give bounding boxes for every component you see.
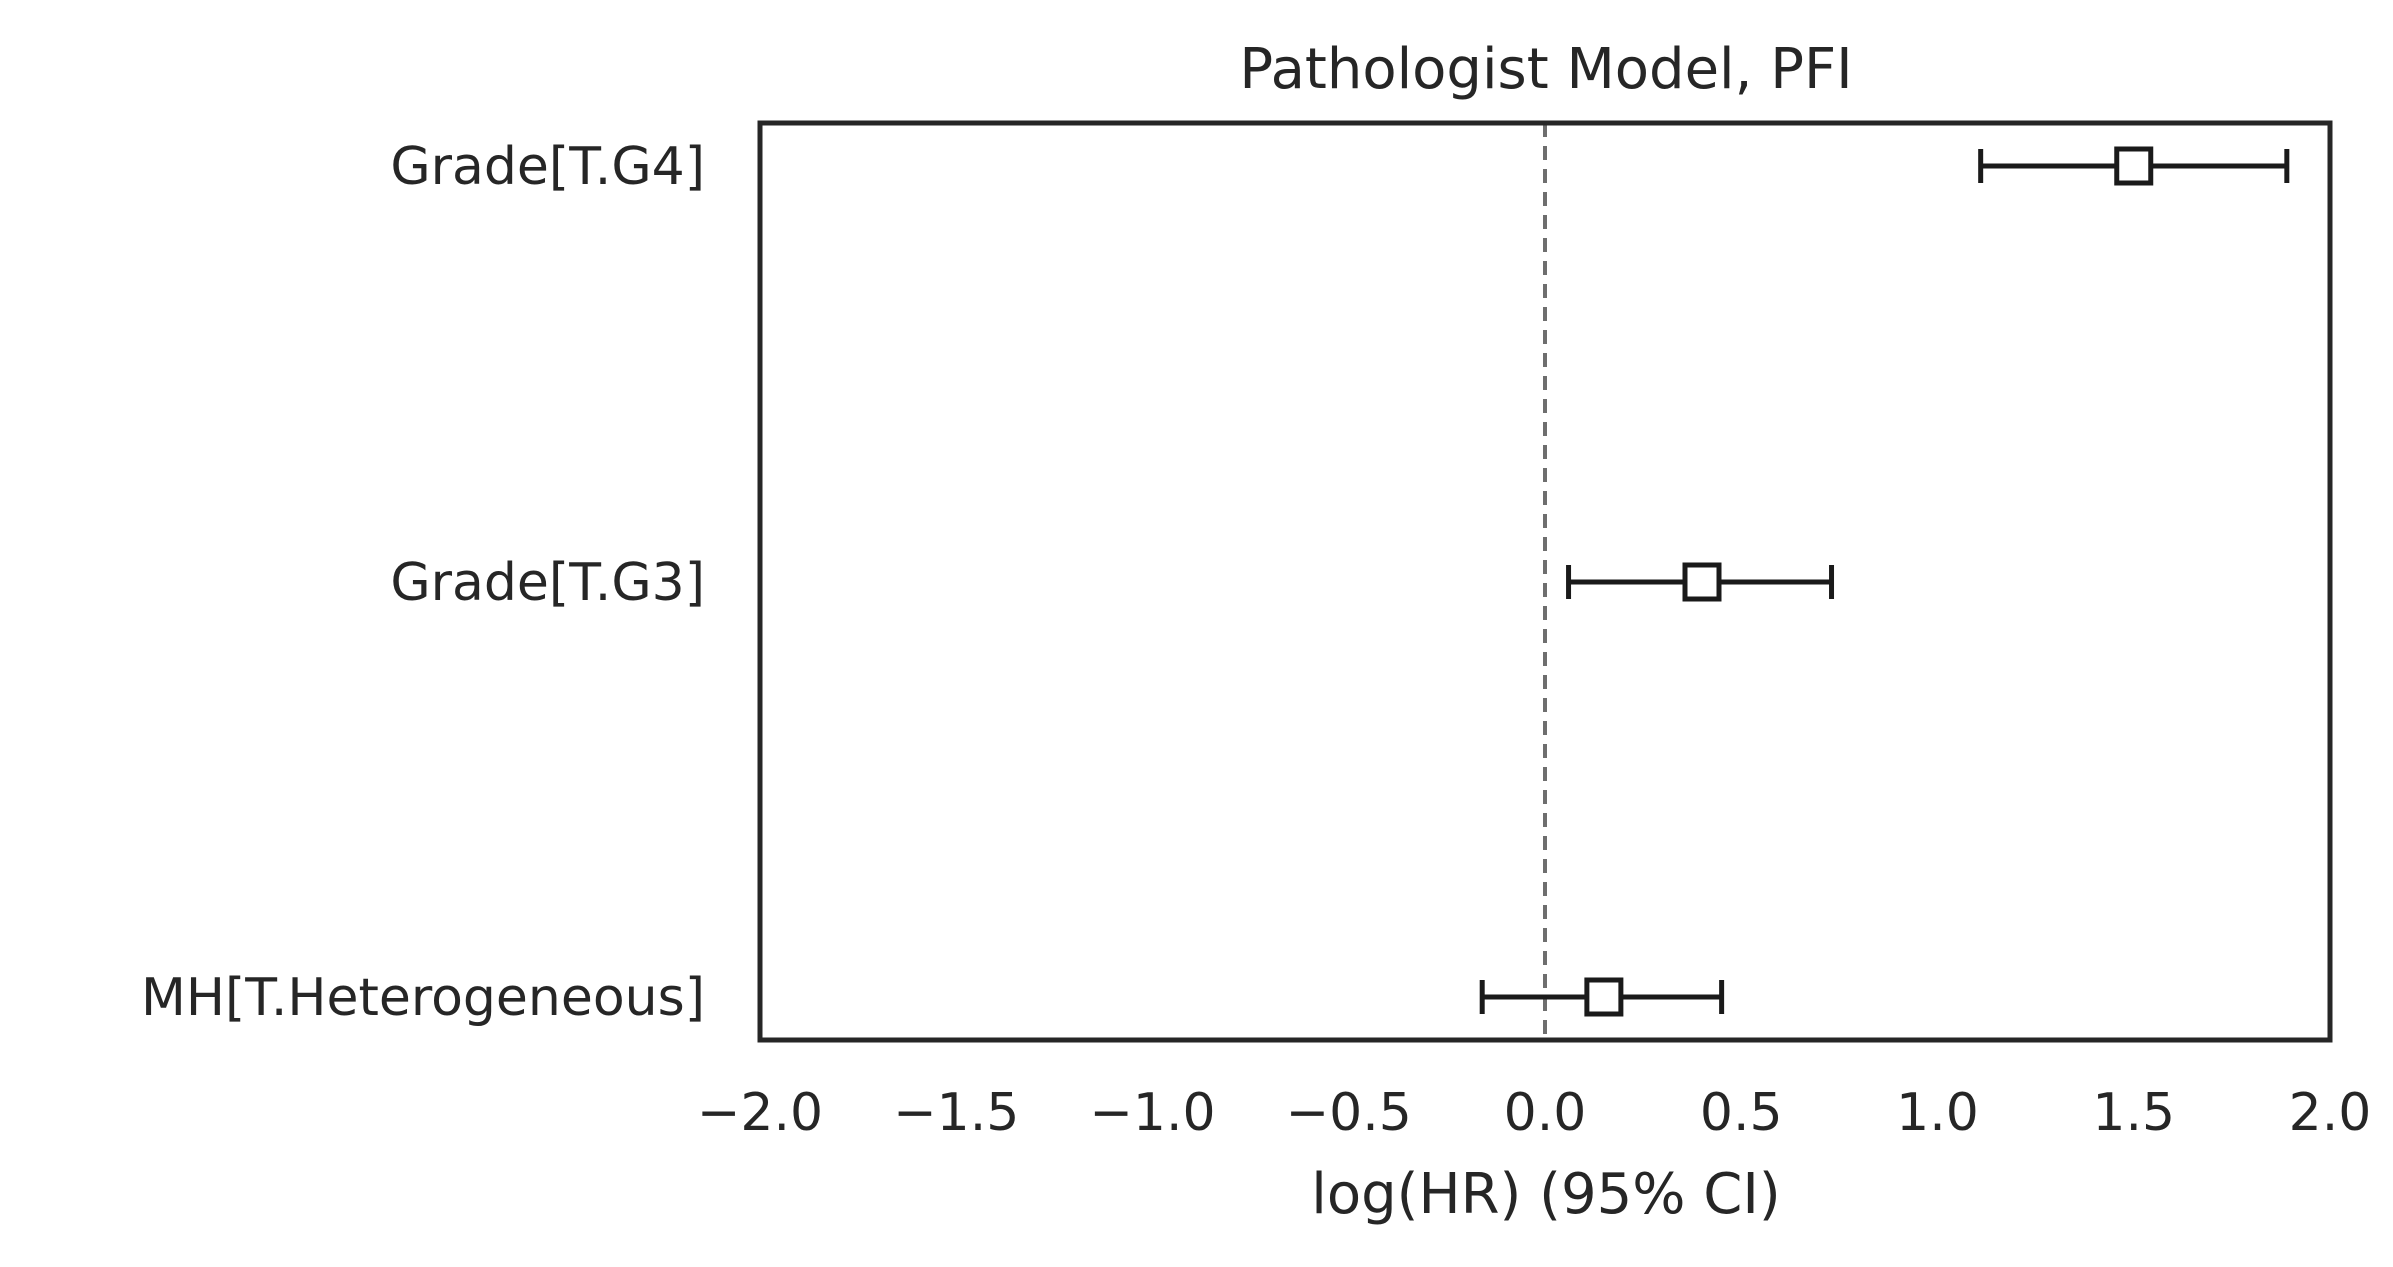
x-tick-label: −2.0 <box>697 1083 823 1143</box>
point-estimate-marker <box>1584 977 1624 1017</box>
y-tick-label: Grade[T.G3] <box>390 553 705 613</box>
x-tick-label: 0.5 <box>1700 1083 1783 1143</box>
y-tick-label: Grade[T.G4] <box>390 137 705 197</box>
x-tick-label: 1.5 <box>2092 1083 2175 1143</box>
x-tick-label: −1.5 <box>893 1083 1019 1143</box>
x-tick-label: −1.0 <box>1089 1083 1215 1143</box>
y-tick-label: MH[T.Heterogeneous] <box>141 968 705 1028</box>
point-estimate-marker <box>1682 562 1722 602</box>
point-estimate-marker <box>2114 146 2154 186</box>
chart-title: Pathologist Model, PFI <box>1239 37 1852 102</box>
estimate-row <box>1566 562 1835 602</box>
plot-frame <box>757 120 2333 1043</box>
x-axis-label: log(HR) (95% CI) <box>1311 1162 1780 1227</box>
rows-layer <box>1479 146 2290 1017</box>
x-tick-label: 2.0 <box>2289 1083 2372 1143</box>
y-tick-labels: Grade[T.G4] Grade[T.G3] MH[T.Heterogeneous… <box>141 137 705 1028</box>
x-tick-labels: −2.0 −1.5 −1.0 −0.5 0.0 0.5 1.0 1.5 2.0 <box>697 1083 2371 1143</box>
estimate-row <box>1479 977 1725 1017</box>
x-tick-label: −0.5 <box>1286 1083 1412 1143</box>
x-tick-label: 1.0 <box>1896 1083 1979 1143</box>
x-tick-label: 0.0 <box>1504 1083 1587 1143</box>
estimate-row <box>1978 146 2290 186</box>
